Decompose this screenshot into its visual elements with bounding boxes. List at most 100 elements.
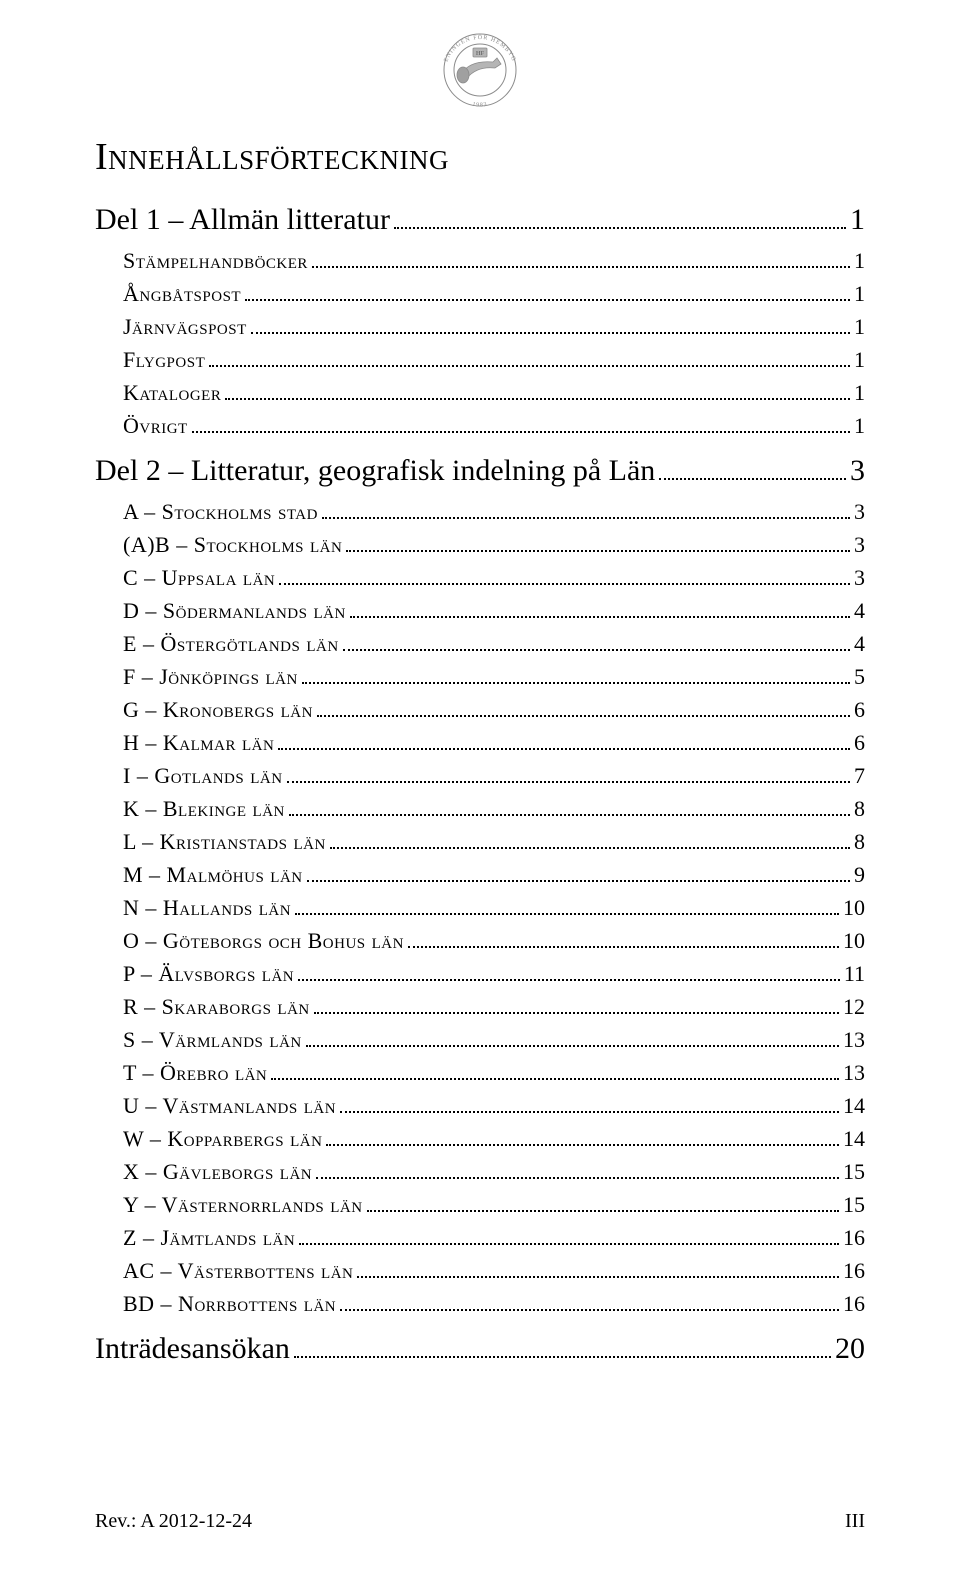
toc-item-label: R – Skaraborgs län: [123, 990, 310, 1023]
toc-item-page: 8: [854, 792, 865, 825]
toc-leader-dots: [659, 478, 846, 480]
toc-leader-dots: [289, 814, 850, 816]
toc-item: O – Göteborgs och Bohus län 10: [95, 924, 865, 957]
toc-item: R – Skaraborgs län12: [95, 990, 865, 1023]
toc-part: Inträdesansökan 20: [95, 1326, 865, 1371]
toc-item-page: 1: [854, 376, 865, 409]
toc-leader-dots: [271, 1078, 839, 1080]
toc-item-label: Z – Jämtlands län: [123, 1221, 295, 1254]
toc-item-page: 6: [854, 693, 865, 726]
toc-item-page: 16: [843, 1254, 865, 1287]
toc-item-page: 3: [854, 528, 865, 561]
toc-item: U – Västmanlands län 14: [95, 1089, 865, 1122]
toc-item-page: 1: [854, 277, 865, 310]
toc-item-label: Kataloger: [123, 376, 221, 409]
toc-item: (A)B – Stockholms län 3: [95, 528, 865, 561]
toc-leader-dots: [408, 946, 839, 948]
toc-leader-dots: [295, 913, 839, 915]
toc-leader-dots: [330, 847, 850, 849]
toc-leader-dots: [350, 616, 850, 618]
page-footer: Rev.: A 2012-12-24 III: [95, 1510, 865, 1533]
toc-leader-dots: [209, 365, 850, 367]
toc-item-label: Ångbåtspost: [123, 277, 241, 310]
toc-item-label: X – Gävleborgs län: [123, 1155, 312, 1188]
toc-part-label: Inträdesansökan: [95, 1326, 290, 1371]
toc-item-page: 15: [843, 1188, 865, 1221]
table-of-contents: Del 1 – Allmän litteratur1Stämpelhandböc…: [95, 197, 865, 1371]
toc-leader-dots: [394, 227, 846, 229]
toc-item-label: P – Älvsborgs län: [123, 957, 294, 990]
toc-part-page: 3: [850, 448, 865, 493]
toc-item: G – Kronobergs län6: [95, 693, 865, 726]
toc-item-page: 16: [843, 1221, 865, 1254]
toc-leader-dots: [367, 1210, 839, 1212]
toc-item-label: Övrigt: [123, 409, 188, 442]
toc-item-page: 15: [843, 1155, 865, 1188]
toc-leader-dots: [316, 1177, 839, 1179]
document-page: ENINGEN FÖR HEMBYG 1983 HF Innehållsfört…: [0, 0, 960, 1573]
toc-item: E – Östergötlands län4: [95, 627, 865, 660]
toc-item: BD – Norrbottens län16: [95, 1287, 865, 1320]
toc-part-label: Del 2 – Litteratur, geografisk indelning…: [95, 448, 655, 493]
toc-item-label: F – Jönköpings län: [123, 660, 298, 693]
toc-item-label: AC – Västerbottens län: [123, 1254, 353, 1287]
logo-emblem: ENINGEN FÖR HEMBYG 1983 HF: [435, 30, 525, 110]
toc-item: AC – Västerbottens län 16: [95, 1254, 865, 1287]
toc-item-page: 4: [854, 627, 865, 660]
toc-item: Stämpelhandböcker1: [95, 244, 865, 277]
toc-item-page: 1: [854, 244, 865, 277]
toc-leader-dots: [343, 649, 850, 651]
toc-item-label: U – Västmanlands län: [123, 1089, 336, 1122]
toc-item: Z – Jämtlands län 16: [95, 1221, 865, 1254]
toc-item-page: 6: [854, 726, 865, 759]
toc-item-label: O – Göteborgs och Bohus län: [123, 924, 404, 957]
toc-item: K – Blekinge län8: [95, 792, 865, 825]
toc-item-label: T – Örebro län: [123, 1056, 267, 1089]
toc-item-label: (A)B – Stockholms län: [123, 528, 342, 561]
toc-item-page: 1: [854, 409, 865, 442]
footer-revision: Rev.: A 2012-12-24: [95, 1510, 252, 1533]
toc-leader-dots: [225, 398, 850, 400]
toc-item-label: S – Värmlands län: [123, 1023, 302, 1056]
toc-item: I – Gotlands län7: [95, 759, 865, 792]
toc-item-label: C – Uppsala län: [123, 561, 275, 594]
toc-item-page: 9: [854, 858, 865, 891]
toc-item-page: 8: [854, 825, 865, 858]
toc-leader-dots: [287, 781, 850, 783]
toc-item-page: 14: [843, 1122, 865, 1155]
toc-item-page: 7: [854, 759, 865, 792]
toc-item: P – Älvsborgs län11: [95, 957, 865, 990]
toc-part-page: 1: [850, 197, 865, 242]
toc-item-page: 1: [854, 310, 865, 343]
toc-part-label: Del 1 – Allmän litteratur: [95, 197, 390, 242]
footer-page-number: III: [845, 1510, 865, 1533]
toc-item: C – Uppsala län 3: [95, 561, 865, 594]
toc-leader-dots: [245, 299, 850, 301]
toc-leader-dots: [326, 1144, 839, 1146]
toc-item: M – Malmöhus län9: [95, 858, 865, 891]
toc-item-page: 10: [843, 924, 865, 957]
toc-leader-dots: [357, 1276, 839, 1278]
toc-part-page: 20: [835, 1326, 865, 1371]
toc-item-label: A – Stockholms stad: [123, 495, 318, 528]
toc-item-label: H – Kalmar län: [123, 726, 274, 759]
toc-item: Ångbåtspost 1: [95, 277, 865, 310]
toc-item: N – Hallands län10: [95, 891, 865, 924]
toc-leader-dots: [306, 1045, 839, 1047]
toc-leader-dots: [317, 715, 850, 717]
toc-item-label: W – Kopparbergs län: [123, 1122, 322, 1155]
toc-item-page: 14: [843, 1089, 865, 1122]
toc-item: X – Gävleborgs län 15: [95, 1155, 865, 1188]
toc-item-page: 1: [854, 343, 865, 376]
toc-item: T – Örebro län13: [95, 1056, 865, 1089]
toc-item-page: 13: [843, 1023, 865, 1056]
toc-item-page: 3: [854, 495, 865, 528]
toc-item-page: 16: [843, 1287, 865, 1320]
toc-item: Y – Västernorrlands län15: [95, 1188, 865, 1221]
toc-item-page: 3: [854, 561, 865, 594]
toc-item: H – Kalmar län 6: [95, 726, 865, 759]
toc-part: Del 1 – Allmän litteratur 1: [95, 197, 865, 242]
toc-leader-dots: [251, 332, 850, 334]
toc-item: D – Södermanlands län4: [95, 594, 865, 627]
toc-leader-dots: [278, 748, 850, 750]
